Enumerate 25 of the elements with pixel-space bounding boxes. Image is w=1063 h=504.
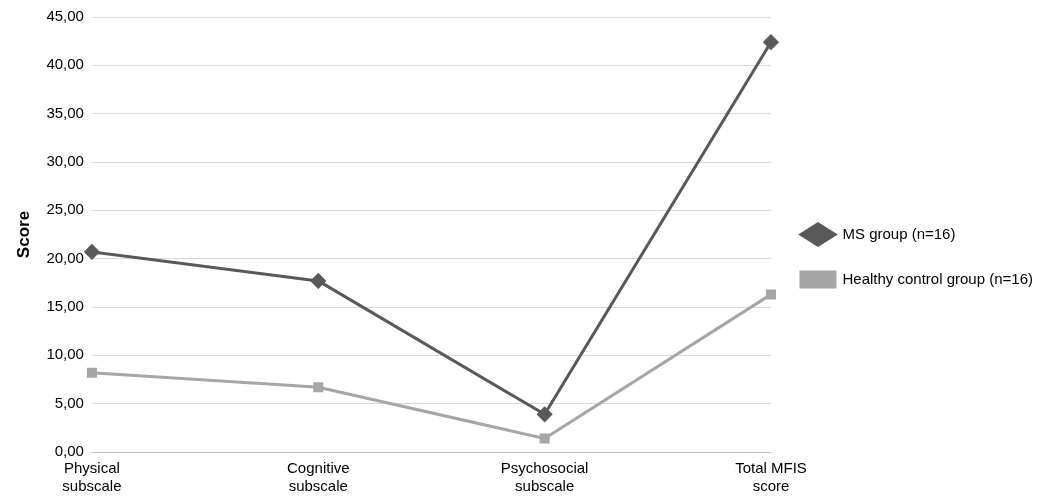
y-tick-label: 30,00: [46, 152, 84, 170]
y-tick-label: 10,00: [46, 345, 84, 363]
y-tick-label: 35,00: [46, 103, 84, 121]
point: [765, 289, 777, 300]
point: [84, 244, 100, 260]
point: [313, 382, 324, 393]
y-tick-label: 5,00: [54, 393, 84, 411]
y-tick-label: 25,00: [46, 200, 84, 218]
point: [537, 406, 553, 422]
legend-label: MS group (n=16): [842, 224, 956, 242]
y-tick-label: 0,00: [54, 442, 84, 460]
x-tick-label: Psychosocial subscale: [500, 459, 589, 495]
x-tick-label: Total MFIS score: [735, 459, 807, 495]
y-tick-label: 40,00: [46, 55, 84, 73]
point: [86, 367, 97, 378]
y-axis-title: Score: [13, 210, 33, 259]
x-tick-label: Physical subscale: [62, 459, 122, 495]
point: [763, 34, 779, 50]
y-tick-label: 45,00: [46, 7, 84, 25]
x-tick-label: Cognitive subscale: [287, 459, 350, 495]
point: [310, 273, 326, 289]
y-tick-label: 15,00: [46, 297, 84, 315]
y-tick-label: 20,00: [46, 248, 84, 266]
point: [539, 433, 550, 444]
legend-label: Healthy control group (n=16): [842, 269, 1034, 287]
